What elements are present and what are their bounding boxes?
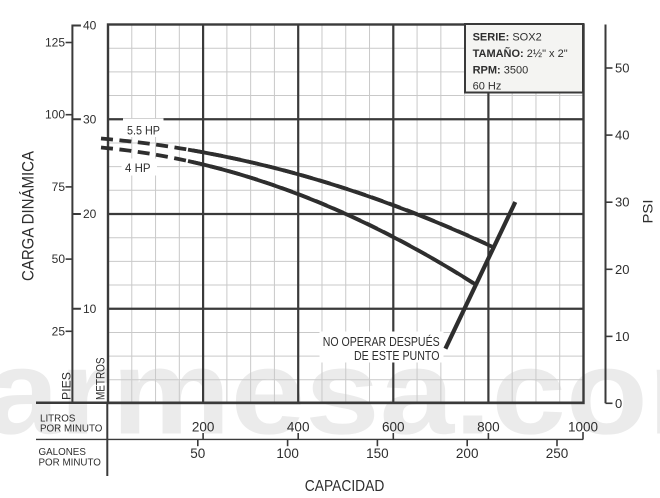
svg-text:40: 40 <box>83 19 97 33</box>
svg-text:RPM: 3500: RPM: 3500 <box>473 65 529 77</box>
svg-text:10: 10 <box>83 302 97 316</box>
svg-text:1000: 1000 <box>568 420 598 435</box>
svg-text:SERIE: SOX2: SERIE: SOX2 <box>473 32 542 44</box>
svg-text:LITROS: LITROS <box>40 414 76 425</box>
svg-text:50: 50 <box>190 446 205 461</box>
svg-text:PSI: PSI <box>640 200 656 224</box>
svg-text:30: 30 <box>83 113 97 127</box>
svg-text:125: 125 <box>45 36 65 50</box>
svg-text:5.5 HP: 5.5 HP <box>127 124 160 138</box>
svg-text:20: 20 <box>83 207 97 221</box>
svg-text:4 HP: 4 HP <box>125 161 151 175</box>
svg-text:CAPACIDAD: CAPACIDAD <box>305 478 385 495</box>
svg-text:75: 75 <box>52 180 66 194</box>
svg-text:10: 10 <box>615 329 629 344</box>
svg-text:400: 400 <box>287 420 310 435</box>
svg-text:25: 25 <box>52 324 66 338</box>
svg-text:PIES: PIES <box>60 372 74 400</box>
svg-text:40: 40 <box>615 128 629 143</box>
svg-text:100: 100 <box>276 446 299 461</box>
svg-text:GALONES: GALONES <box>39 447 87 458</box>
svg-text:200: 200 <box>456 446 479 461</box>
svg-text:CARGA DINÁMICA: CARGA DINÁMICA <box>19 150 38 281</box>
svg-text:150: 150 <box>366 446 389 461</box>
svg-text:DE ESTE PUNTO: DE ESTE PUNTO <box>354 348 440 363</box>
svg-text:250: 250 <box>546 446 569 461</box>
svg-text:POR MINUTO: POR MINUTO <box>40 424 103 435</box>
svg-text:TAMAÑO: 2½" x 2": TAMAÑO: 2½" x 2" <box>473 47 568 60</box>
svg-text:60 Hz: 60 Hz <box>473 81 502 93</box>
svg-text:POR MINUTO: POR MINUTO <box>39 457 102 468</box>
svg-text:100: 100 <box>45 108 65 122</box>
svg-text:50: 50 <box>52 252 66 266</box>
svg-text:800: 800 <box>477 420 500 435</box>
svg-text:600: 600 <box>382 420 405 435</box>
svg-text:50: 50 <box>615 61 629 76</box>
svg-text:NO OPERAR DESPUÉS: NO OPERAR DESPUÉS <box>323 334 440 349</box>
svg-text:0: 0 <box>615 396 622 411</box>
svg-text:30: 30 <box>615 195 629 210</box>
svg-text:20: 20 <box>615 262 629 277</box>
svg-text:200: 200 <box>192 420 215 435</box>
svg-text:METROS: METROS <box>94 358 108 401</box>
